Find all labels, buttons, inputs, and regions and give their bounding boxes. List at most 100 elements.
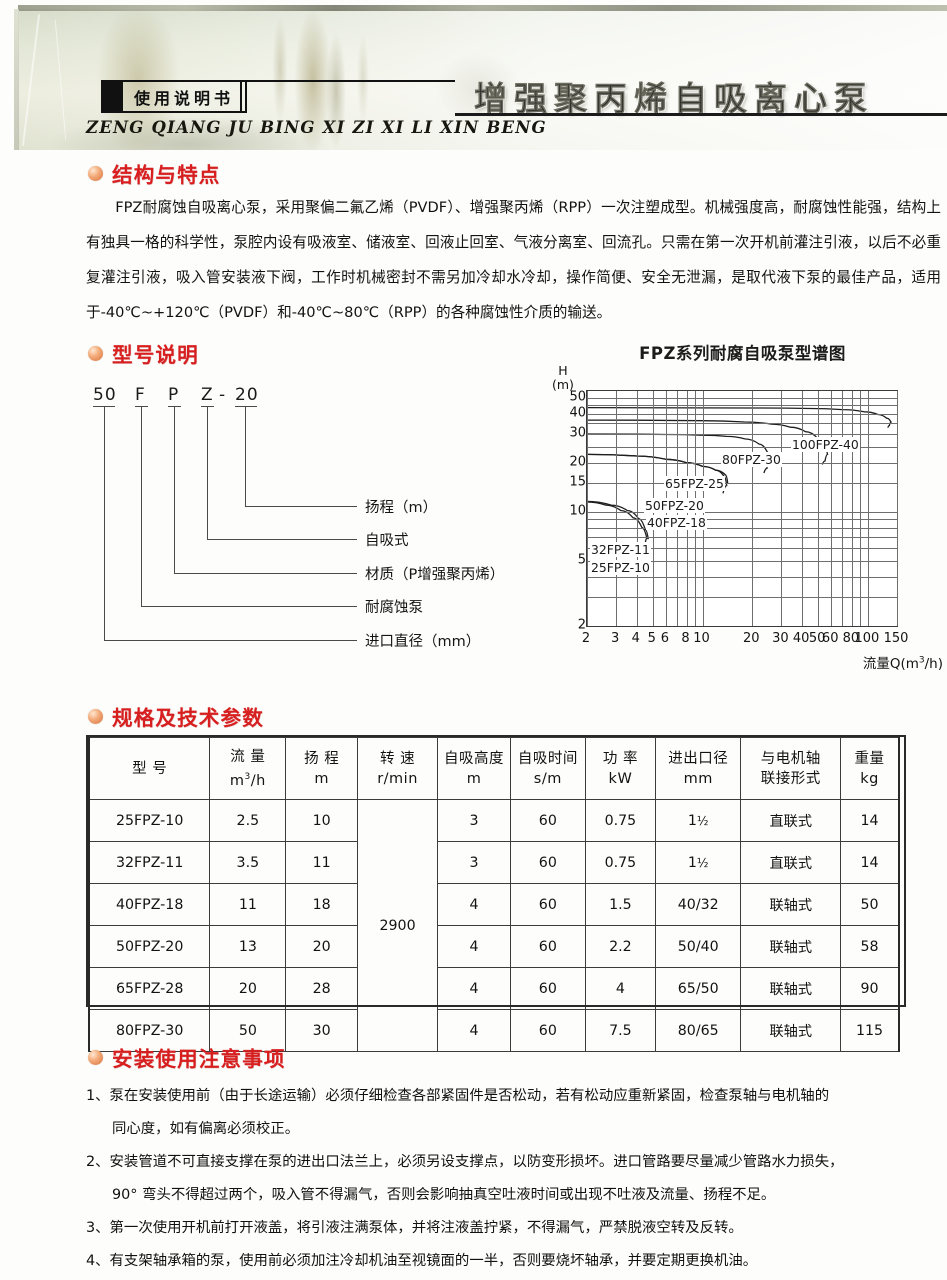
- table-row: 65FPZ-28 20 28 4 60 4 65/50 联轴式 90: [88, 967, 901, 1010]
- col-header-coupling: 与电机轴 联接形式: [740, 737, 842, 800]
- chart-y-tick: 15: [569, 474, 586, 490]
- leader-h-1: [207, 539, 357, 540]
- chart-x-tick: 5: [647, 631, 656, 646]
- cell-flow: 11: [209, 883, 287, 926]
- model-legend-3: 耐腐蚀泵: [365, 600, 423, 616]
- structure-paragraph: FPZ耐腐蚀自吸离心泵，采用聚偏二氟乙烯（PVDF）、增强聚丙烯（RPP）一次注…: [86, 199, 941, 321]
- col-header-bore: 进出口径 mm: [655, 737, 742, 800]
- chart-x-tick: 3: [610, 631, 620, 646]
- cell-flow: 20: [209, 967, 287, 1010]
- model-legend-0: 扬程（m）: [365, 500, 438, 516]
- chart-curve-label: 32FPZ-11: [590, 542, 651, 557]
- cell-suction-height: 4: [437, 925, 511, 968]
- col-header-weight-l1: 重量: [854, 750, 885, 767]
- chart-curve-label: 100FPZ-40: [791, 437, 860, 452]
- col-header-head-l2: m: [314, 770, 329, 787]
- cell-model: 32FPZ-11: [88, 841, 211, 884]
- cell-suction-height: 3: [437, 841, 511, 884]
- cell-weight: 115: [840, 1009, 901, 1052]
- cell-head: 11: [285, 841, 358, 884]
- code-underline-4: [235, 406, 257, 407]
- col-header-speed: 转 速 r/min: [356, 737, 439, 800]
- col-header-weight: 重量 kg: [840, 737, 901, 800]
- chart-y-tick: 20: [569, 454, 586, 470]
- cell-suction-time: 60: [509, 925, 586, 968]
- col-header-bore-l2: mm: [683, 770, 713, 787]
- cell-flow: 50: [209, 1009, 287, 1052]
- manual-badge-square: [101, 80, 123, 113]
- table-row: 25FPZ-10 2.5 10 2900 3 60 0.75 1½ 直联式 14: [88, 799, 901, 1052]
- chart-gridline-h: [587, 537, 897, 539]
- leader-v-1: [207, 406, 208, 539]
- col-header-model: 型 号: [88, 737, 211, 800]
- leader-v-0: [245, 406, 246, 506]
- section-heading-model: 型号说明: [88, 338, 199, 368]
- chart-y-tick: 5: [577, 552, 586, 568]
- page-header: 使用说明书 增强聚丙烯自吸离心泵 ZENG QIANG JU BING XI Z…: [0, 0, 947, 150]
- page-title: 增强聚丙烯自吸离心泵: [474, 79, 874, 118]
- col-header-speed-l1: 转 速: [379, 750, 416, 767]
- chart-x-tick: 150: [883, 631, 909, 646]
- chart-y-axis-label-line1: H: [558, 363, 568, 378]
- section-heading-structure: 结构与特点: [88, 158, 221, 188]
- cell-suction-time: 60: [509, 1009, 586, 1052]
- col-header-flow-l1: 流 量: [230, 748, 266, 765]
- cell-coupling: 直联式: [740, 799, 842, 842]
- cell-suction-height: 4: [437, 1009, 511, 1052]
- manual-badge-label: 使用说明书: [123, 80, 248, 113]
- cell-suction-height: 4: [437, 967, 511, 1010]
- section-heading-structure-label: 结构与特点: [112, 163, 221, 187]
- model-legend-2: 材质（P增强聚丙烯）: [365, 567, 505, 583]
- chart-gridline-h: [587, 597, 897, 599]
- specifications-table: 型 号 流 量 m3/h 扬 程 m 转 速 r/min 自吸高度 m 自吸时间…: [88, 737, 901, 1052]
- model-code-part-2: P: [168, 385, 180, 405]
- col-header-weight-l2: kg: [860, 770, 879, 787]
- chart-y-tick: 2: [577, 617, 586, 633]
- chart-curve-label: 65FPZ-25: [664, 476, 725, 491]
- cell-head: 10: [285, 799, 358, 842]
- cell-suction-height: 3: [437, 799, 511, 842]
- bullet-dot-icon: [88, 1049, 103, 1065]
- chart-gridline-v: [867, 391, 869, 626]
- chart-y-axis-label: H (m): [552, 364, 574, 392]
- col-header-bore-l1: 进出口径: [668, 750, 729, 767]
- chart-curve: [586, 501, 648, 544]
- cell-model: 40FPZ-18: [88, 883, 211, 926]
- chart-x-tick: 6: [660, 631, 670, 646]
- model-legend-1: 自吸式: [365, 533, 409, 549]
- leader-v-3: [141, 406, 142, 606]
- chart-x-tick: 30: [772, 631, 789, 646]
- chart-x-tick: 2: [581, 631, 591, 646]
- chart-y-tick: 40: [569, 405, 586, 421]
- col-header-head-l1: 扬 程: [304, 750, 340, 767]
- chart-gridline-h: [587, 397, 897, 399]
- chart-x-tick: 4: [631, 631, 640, 646]
- table-header-row: 型 号 流 量 m3/h 扬 程 m 转 速 r/min 自吸高度 m 自吸时间…: [88, 737, 901, 800]
- chart-gridline-h: [587, 423, 897, 424]
- col-header-suction-time-l1: 自吸时间: [517, 750, 578, 767]
- chart-y-tick: 10: [569, 503, 586, 519]
- chart-gridline-v: [831, 391, 833, 626]
- leader-h-3: [141, 606, 357, 607]
- model-code-part-1: F: [135, 385, 146, 405]
- chart-gridline-h: [587, 576, 897, 578]
- cell-coupling: 联轴式: [740, 925, 842, 968]
- section-heading-specs: 规格及技术参数: [88, 701, 264, 731]
- col-header-suction-time: 自吸时间 s/m: [509, 737, 586, 800]
- chart-gridline-v: [636, 391, 638, 626]
- note-1-line-1: 1、泵在安装使用前（由于长途运输）必须仔细检查各部紧固件是否松动，若有松动应重新…: [86, 1088, 830, 1104]
- col-header-suction-height-l2: m: [466, 770, 482, 787]
- col-header-flow-l2: m3/h: [229, 771, 266, 789]
- cell-bore: 1½: [655, 841, 742, 884]
- cell-flow: 13: [209, 925, 287, 968]
- col-header-coupling-l1: 与电机轴: [760, 750, 821, 767]
- col-header-power-l1: 功 率: [602, 750, 638, 767]
- chart-curve: [586, 419, 829, 465]
- chart-x-tick: 40: [792, 631, 810, 646]
- model-code-diagram: 50 F P Z - 20 扬程（m） 自吸式 材质（P增强聚丙烯） 耐腐蚀泵 …: [85, 385, 555, 665]
- bullet-dot-icon: [88, 165, 103, 181]
- table-row: 50FPZ-20 13 20 4 60 2.2 50/40 联轴式 58: [88, 925, 901, 968]
- chart-gridline-v: [842, 391, 844, 626]
- cell-weight: 58: [840, 925, 901, 968]
- chart-x-tick: 80: [842, 631, 860, 646]
